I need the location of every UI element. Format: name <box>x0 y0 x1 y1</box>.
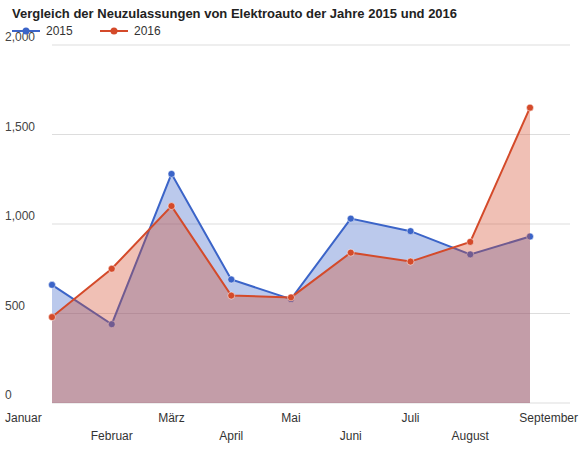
data-point <box>467 238 474 245</box>
legend-marker <box>111 28 118 35</box>
title: Vergleich der Neuzulassungen von Elektro… <box>12 6 457 21</box>
x-tick-label: April <box>219 429 243 443</box>
x-tick-label: September <box>519 411 578 425</box>
data-point <box>228 276 235 283</box>
x-tick-label: Juni <box>340 429 362 443</box>
data-point <box>49 314 56 321</box>
y-tick-label: 1,000 <box>5 209 35 223</box>
x-tick-label: März <box>158 411 185 425</box>
data-point <box>347 215 354 222</box>
x-tick-label: Juli <box>401 411 419 425</box>
legend-label: 2016 <box>134 24 161 38</box>
grid-line <box>52 134 570 135</box>
y-tick-label: 1,500 <box>5 120 35 134</box>
chart: Vergleich der Neuzulassungen von Elektro… <box>0 0 583 451</box>
plot-area <box>49 104 534 403</box>
data-point <box>168 170 175 177</box>
data-point <box>527 104 534 111</box>
data-point <box>347 249 354 256</box>
series-line <box>52 108 530 317</box>
data-point <box>407 228 414 235</box>
grid-line <box>52 45 570 46</box>
legend-marker <box>23 28 30 35</box>
x-tick-label: August <box>452 429 490 443</box>
data-point <box>228 292 235 299</box>
data-point <box>288 294 295 301</box>
y-tick-label: 2,000 <box>5 30 35 44</box>
y-tick-label: 500 <box>5 299 25 313</box>
x-tick-label: Mai <box>281 411 300 425</box>
series-area <box>52 108 530 403</box>
data-point <box>407 258 414 265</box>
x-tick-label: Februar <box>91 429 133 443</box>
legend-label: 2015 <box>46 24 73 38</box>
data-point <box>108 265 115 272</box>
x-tick-label: Januar <box>5 411 42 425</box>
y-tick-label: 0 <box>5 388 12 402</box>
data-point <box>49 281 56 288</box>
data-point <box>168 203 175 210</box>
